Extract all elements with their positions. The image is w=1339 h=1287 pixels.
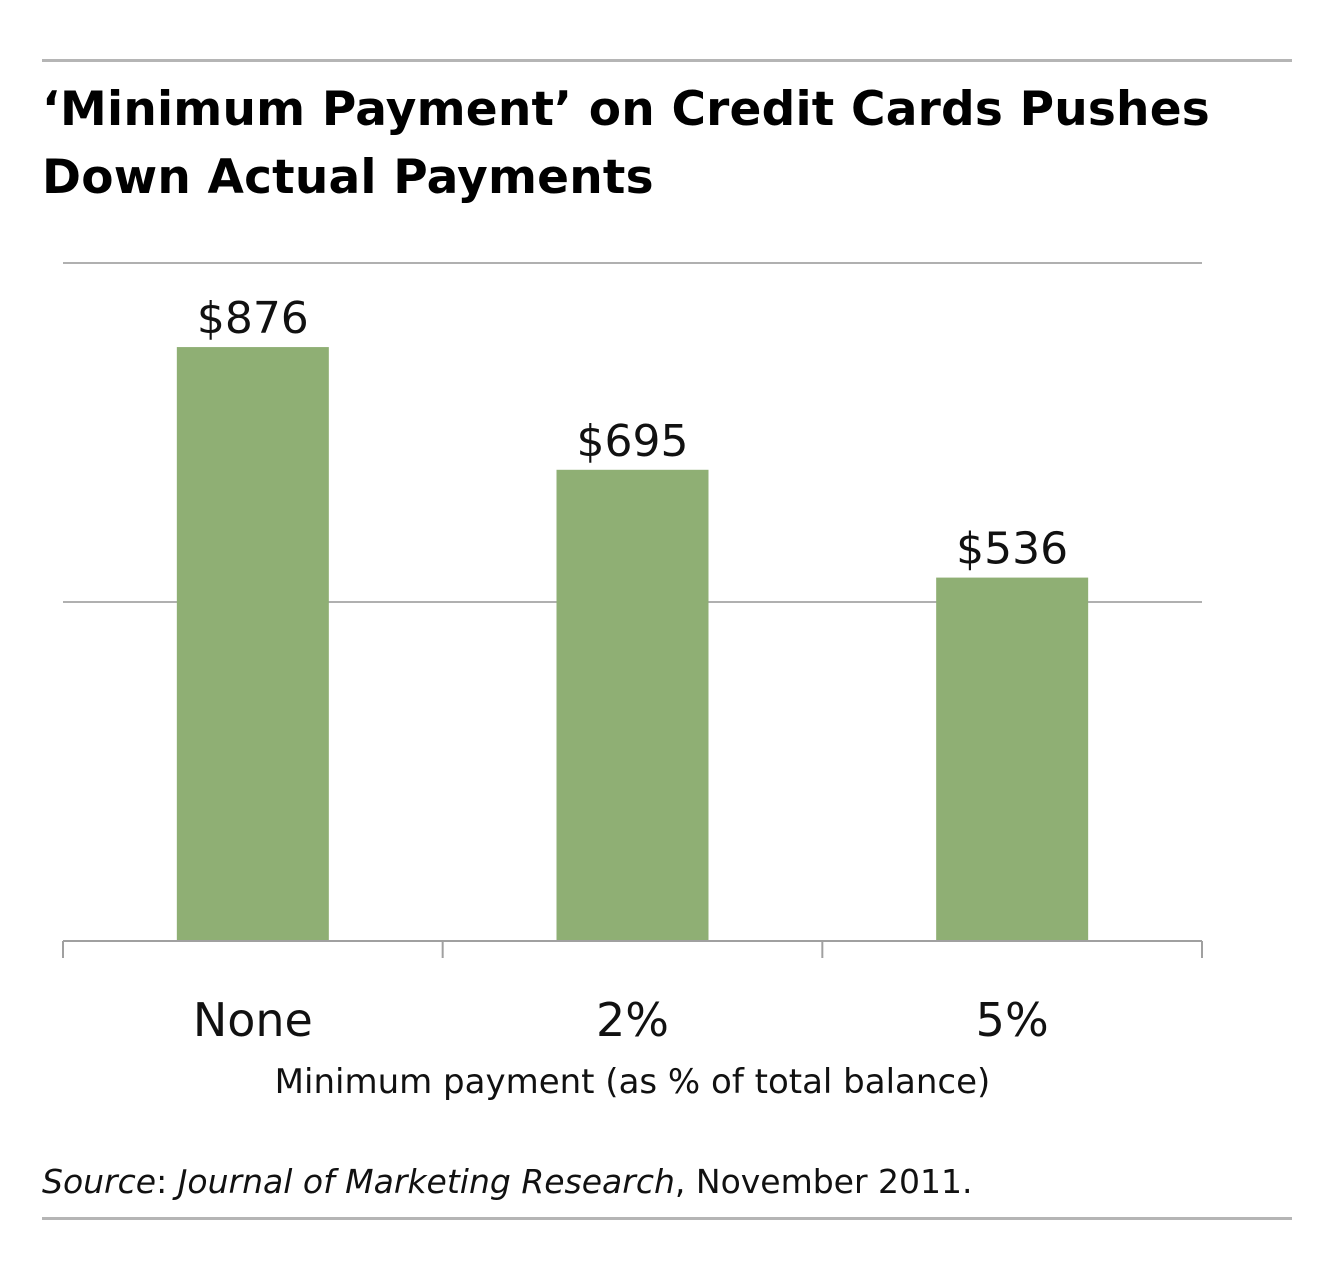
bottom-rule	[42, 1217, 1292, 1220]
source-separator: :	[156, 1162, 178, 1201]
chart-title-line-1: ‘Minimum Payment’ on Credit Cards Pushes	[42, 82, 1210, 137]
bar-5	[936, 577, 1089, 941]
x-axis-title: Minimum payment (as % of total balance)	[275, 1062, 991, 1102]
source-publication: Journal of Marketing Research	[177, 1162, 675, 1201]
x-tick-label-1: 2%	[596, 993, 669, 1047]
x-tick-label-2: 5%	[976, 993, 1049, 1047]
data-label-2: $536	[956, 524, 1068, 575]
source-label: Source	[42, 1162, 157, 1201]
data-label-1: $695	[577, 416, 689, 467]
bar-2	[556, 469, 709, 941]
data-label-0: $876	[197, 293, 309, 344]
chart-title-line-2: Down Actual Payments	[42, 150, 654, 205]
source-note: Source: Journal of Marketing Research, N…	[42, 1160, 973, 1204]
source-date: , November 2011.	[674, 1162, 973, 1201]
chart-title: ‘Minimum Payment’ on Credit Cards Pushes…	[42, 76, 1292, 212]
x-tick-label-0: None	[193, 993, 313, 1047]
bar-none	[176, 347, 329, 941]
top-rule	[42, 59, 1292, 62]
